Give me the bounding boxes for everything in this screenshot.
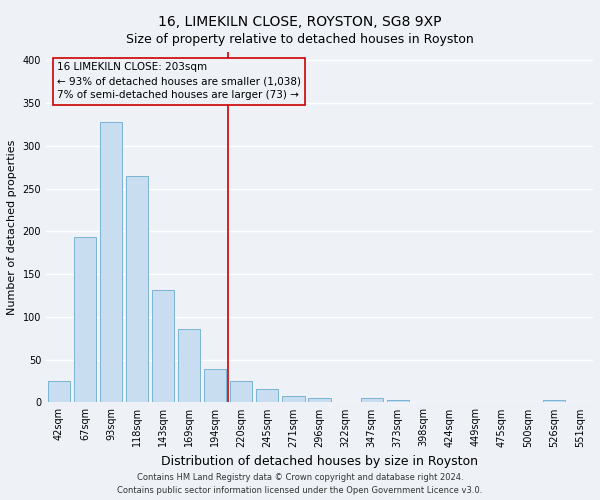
Bar bbox=[100, 122, 122, 402]
Text: Size of property relative to detached houses in Royston: Size of property relative to detached ho… bbox=[126, 32, 474, 46]
Y-axis label: Number of detached properties: Number of detached properties bbox=[7, 140, 17, 315]
Bar bbox=[386, 400, 409, 402]
Bar bbox=[74, 238, 96, 402]
Bar bbox=[126, 176, 148, 402]
Bar bbox=[230, 381, 253, 402]
Bar bbox=[152, 290, 174, 403]
Bar bbox=[543, 400, 565, 402]
Text: 16 LIMEKILN CLOSE: 203sqm
← 93% of detached houses are smaller (1,038)
7% of sem: 16 LIMEKILN CLOSE: 203sqm ← 93% of detac… bbox=[57, 62, 301, 100]
Bar bbox=[308, 398, 331, 402]
Bar bbox=[361, 398, 383, 402]
Bar bbox=[48, 381, 70, 402]
Bar bbox=[204, 369, 226, 402]
X-axis label: Distribution of detached houses by size in Royston: Distribution of detached houses by size … bbox=[161, 455, 478, 468]
Bar bbox=[256, 389, 278, 402]
Bar bbox=[283, 396, 305, 402]
Bar bbox=[178, 329, 200, 402]
Text: Contains HM Land Registry data © Crown copyright and database right 2024.
Contai: Contains HM Land Registry data © Crown c… bbox=[118, 474, 482, 495]
Text: 16, LIMEKILN CLOSE, ROYSTON, SG8 9XP: 16, LIMEKILN CLOSE, ROYSTON, SG8 9XP bbox=[158, 15, 442, 29]
